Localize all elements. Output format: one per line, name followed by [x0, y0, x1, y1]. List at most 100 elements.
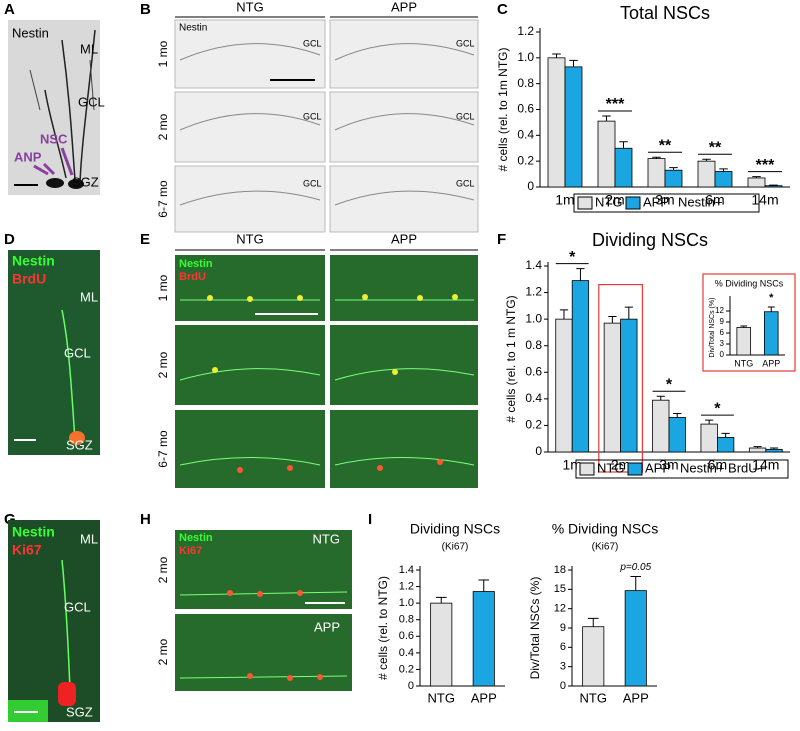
y-tick-label: 9 — [720, 317, 725, 326]
y-tick-label: 0 — [408, 680, 414, 692]
chart-subtitle: (Ki67) — [442, 542, 469, 553]
bar — [647, 158, 666, 188]
bar — [747, 177, 766, 188]
error-bar — [669, 167, 678, 171]
y-tick-label: 1.2 — [525, 285, 542, 299]
error-bar — [769, 447, 779, 450]
y-tick-label: 0.6 — [517, 102, 534, 116]
layer-label: GCL — [303, 111, 322, 121]
layer-label: GCL — [64, 599, 91, 614]
x-tick-label: 1m — [562, 457, 581, 473]
y-axis-label: # cells (rel. to NTG) — [376, 576, 390, 680]
annotation: ** — [659, 138, 672, 155]
x-tick-label: 2m — [605, 192, 624, 208]
row-label: 2 mo — [156, 113, 170, 140]
stain-label: Nestin — [179, 23, 207, 34]
layer-label: GCL — [303, 38, 322, 48]
legend-label: NTG — [597, 460, 624, 475]
stain-label: Nestin — [179, 532, 213, 544]
bar — [555, 318, 573, 453]
y-tick-label: 12 — [715, 306, 724, 315]
y-tick-label: 9 — [560, 622, 566, 634]
y-tick-label: 0.2 — [399, 663, 414, 675]
error-bar — [673, 412, 682, 418]
bar — [603, 322, 621, 453]
layer-label: ML — [80, 289, 98, 304]
error-bar — [656, 395, 665, 401]
error-bar — [719, 168, 728, 172]
row-label: 6-7 mo — [156, 430, 170, 468]
chart-title: Dividing NSCs — [592, 230, 708, 250]
annotation: * — [714, 400, 721, 417]
legend-label: APP — [643, 194, 669, 209]
error-bar — [608, 315, 617, 324]
x-tick-label: 2m — [611, 457, 630, 473]
bar — [472, 591, 495, 687]
bar — [564, 66, 583, 188]
panel-b-images — [174, 19, 479, 233]
panel-e-images — [175, 255, 478, 488]
error-bar — [752, 176, 761, 178]
error-bar — [705, 419, 714, 425]
stain-label: Ki67 — [179, 545, 202, 557]
error-bar — [624, 306, 633, 320]
y-tick-label: 6 — [560, 641, 566, 653]
panel-a-image — [8, 20, 100, 195]
legend-note: Nestin+ BrdU+ — [680, 460, 765, 475]
panel-letter: B — [140, 1, 151, 18]
x-tick-label: 1m — [555, 192, 574, 208]
annotation: *** — [756, 157, 775, 174]
y-axis-label: Div/Total NSCs (%) — [709, 298, 716, 358]
condition-label: NTG — [313, 531, 340, 546]
chart-title: % Dividing NSCs — [715, 278, 784, 288]
layer-label: GCL — [456, 111, 475, 121]
layer-label: SGZ — [72, 174, 99, 189]
column-header: APP — [391, 0, 417, 14]
bar — [736, 327, 752, 356]
y-tick-label: 0 — [720, 350, 725, 359]
bar — [748, 447, 767, 453]
layer-label: GCL — [64, 345, 91, 360]
legend-box — [575, 459, 789, 479]
stain-label: BrdU — [179, 271, 206, 283]
panel-h-images — [175, 530, 352, 691]
y-tick-label: 0.4 — [517, 128, 534, 142]
error-bar — [602, 115, 611, 122]
chart-title: Dividing NSCs — [410, 521, 500, 537]
row-label: 1 mo — [156, 40, 170, 67]
error-bar — [652, 156, 661, 159]
error-bar — [576, 268, 585, 281]
stain-label: BrdU — [12, 271, 46, 287]
layer-label: GCL — [456, 178, 475, 188]
x-tick-label: NTG — [580, 690, 607, 705]
y-tick-label: 0.4 — [525, 391, 542, 405]
column-header: NTG — [236, 0, 263, 14]
layer-label: GCL — [303, 178, 322, 188]
bar — [597, 120, 616, 188]
column-header: APP — [391, 231, 417, 246]
chart-title: Total NSCs — [620, 3, 710, 23]
highlight-box — [598, 284, 643, 473]
annotation: * — [569, 249, 576, 266]
y-tick-label: 1.0 — [525, 311, 542, 325]
layer-label: GCL — [456, 38, 475, 48]
y-tick-label: 0.8 — [517, 76, 534, 90]
bar — [571, 280, 590, 453]
bar — [764, 185, 783, 188]
bar — [697, 160, 716, 188]
stain-label: Nestin — [179, 258, 213, 270]
layer-label: ML — [80, 41, 98, 56]
y-axis-label: Div/Total NSCs (%) — [528, 577, 542, 680]
panel-g-image — [8, 520, 100, 722]
error-bar — [435, 596, 447, 604]
panel-d-image — [8, 250, 100, 455]
error-bar — [753, 446, 762, 449]
error-bar — [740, 325, 748, 328]
stain-label: Nestin — [12, 524, 55, 540]
panel-letter: C — [497, 1, 508, 18]
bar — [582, 626, 605, 687]
y-tick-label: 0 — [535, 444, 542, 458]
x-tick-label: APP — [471, 690, 497, 705]
y-tick-label: 0.8 — [525, 338, 542, 352]
row-label: 2 mo — [156, 351, 170, 378]
